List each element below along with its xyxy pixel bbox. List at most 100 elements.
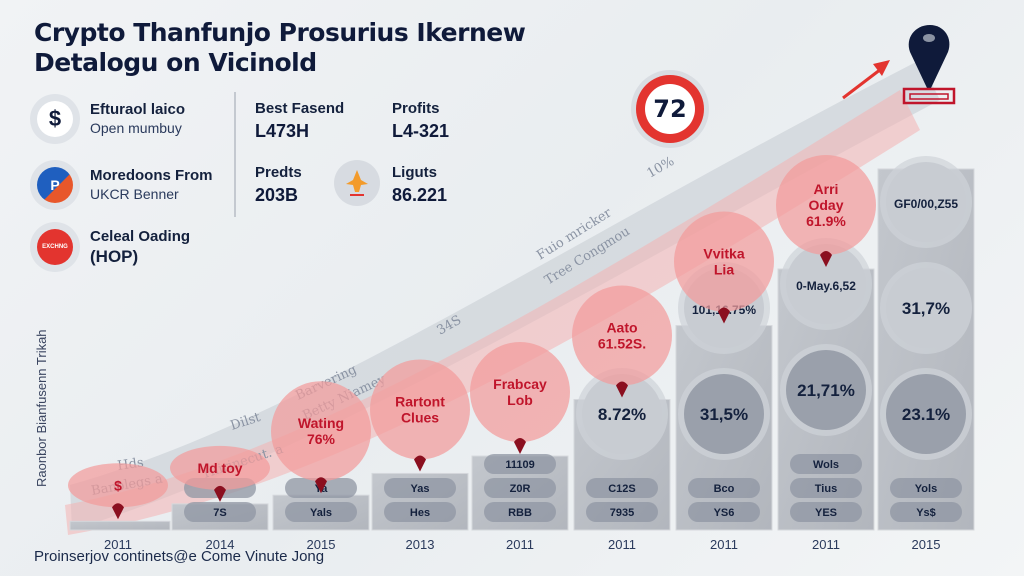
stat-predts: Predts 203B <box>255 164 302 205</box>
dollar-icon: $ <box>30 94 80 144</box>
callout-label: Md toy <box>197 460 242 476</box>
x-tick-label: 2011 <box>506 537 534 552</box>
x-tick-label: 2011 <box>104 537 132 552</box>
bar-pill-label: YS6 <box>714 507 735 519</box>
x-tick-label: 2011 <box>710 537 738 552</box>
callout-label: Frabcay <box>493 376 547 392</box>
callout-circle <box>572 285 672 386</box>
callout-circle <box>271 381 371 482</box>
bar-group: YES Tius Wols 21,71% 0-May.6,52 <box>777 238 875 531</box>
legend-label: Efturaol laico <box>90 101 186 118</box>
bar-pill-label: YES <box>815 507 837 519</box>
bar-pill-label: 7S <box>213 507 226 519</box>
callout-pin-icon <box>616 381 628 398</box>
callout-circle <box>170 445 270 490</box>
legend-sublabel: (HOP) <box>90 246 139 266</box>
bar-pill-label: C12S <box>608 483 636 495</box>
bar-pill-label: Wols <box>813 459 839 471</box>
callout-label: Wating <box>298 415 344 431</box>
stat-best-fasend: Best Fasend L473H <box>255 100 345 141</box>
bar-pill <box>688 478 760 498</box>
callout-bubble: $ <box>68 463 168 520</box>
stat-profits: Profits L4-321 <box>392 100 450 141</box>
callout-circle <box>776 155 876 255</box>
bar-pill-label: Bco <box>714 483 735 495</box>
bar-group <box>69 520 171 531</box>
bar-circle-label: 21,71% <box>797 381 855 400</box>
bar-circle <box>886 268 966 348</box>
callout-pin-icon <box>214 485 226 502</box>
bar-pill <box>484 502 556 522</box>
rocket-icon <box>334 160 380 206</box>
callout-circle <box>470 342 570 443</box>
page-title: Crypto Thanfunjo Prosurius Ikernew Detal… <box>34 18 526 78</box>
callout-label: 61.52S. <box>598 336 646 352</box>
callout-pin-icon <box>414 455 426 472</box>
bar-pill <box>688 502 760 522</box>
bar-pill <box>790 502 862 522</box>
x-tick-label: 2015 <box>912 537 941 552</box>
legend-sublabel: UKCR Benner <box>90 186 179 202</box>
bar-circle-label: 8.72% <box>598 405 646 424</box>
badge-caption: 10% <box>645 154 678 181</box>
callout-label: $ <box>114 477 122 493</box>
bar[interactable] <box>69 520 171 531</box>
callout-pin-icon <box>820 251 832 267</box>
bar-circle <box>886 374 966 454</box>
bar-pill <box>890 502 962 522</box>
bar-pill <box>384 502 456 522</box>
title-line-2: Detalogu on Vicinold <box>34 48 317 77</box>
footer-caption: Proinserjov continets@e Come Vinute Jong <box>34 548 325 565</box>
bar-pill-label: 11109 <box>505 459 534 471</box>
legend-sublabel: Open mumbuy <box>90 120 182 136</box>
score-value: 72 <box>645 84 695 134</box>
bar-pill-label: Yas <box>411 483 430 495</box>
y-axis-label: Raonbor Bianfusenn Trikah <box>34 329 49 487</box>
bar-circle-label: 31,5% <box>700 405 748 424</box>
bar-pill-label: Tius <box>815 483 837 495</box>
callout-label: Lob <box>507 392 533 408</box>
legend-label: Celeal Oading <box>90 227 191 245</box>
bar-group: RBB Z0R 11109 <box>471 454 569 531</box>
callout-label: Lia <box>714 262 734 278</box>
callout-pin-icon <box>718 307 730 324</box>
bar-circle-label: 23.1% <box>902 405 950 424</box>
legend-label: Moredoons From <box>90 167 213 184</box>
callout-label: 61.9% <box>806 213 846 229</box>
bar-pill-label: Z0R <box>510 483 531 495</box>
callout-circle <box>674 211 774 312</box>
title-line-1: Crypto Thanfunjo Prosurius Ikernew <box>34 18 526 47</box>
bar-pill <box>790 478 862 498</box>
legend-item-2[interactable]: P Moredoons From UKCR Benner <box>30 160 213 210</box>
bar-pill <box>586 502 658 522</box>
x-tick-label: 2011 <box>812 537 840 552</box>
bar-group: 7935 C12S 8.72% <box>573 368 671 531</box>
bar-pill-label: Yols <box>915 483 937 495</box>
bar-circle <box>786 350 866 430</box>
bar-circle <box>886 162 966 242</box>
bar-group: Ys$ Yols 23.1% 31,7% GF0/00,Z55 <box>877 156 975 531</box>
bar-circle <box>786 244 866 324</box>
x-tick-label: 2014 <box>206 537 235 552</box>
callout-label: 76% <box>307 431 336 447</box>
callout-label: Clues <box>401 409 439 425</box>
bar-pill <box>384 478 456 498</box>
bar-pill-label: 7935 <box>610 507 634 519</box>
callout-label: Rartont <box>395 393 445 409</box>
legend-item-1[interactable]: $ Efturaol laico Open mumbuy <box>30 94 185 144</box>
bar-circle-label: 0-May.6,52 <box>796 279 856 293</box>
callout-bubble: Md toy <box>170 445 270 502</box>
callout-pin-icon <box>315 477 327 494</box>
divider <box>234 92 236 217</box>
payment-icon: P <box>30 160 80 210</box>
legend-item-3[interactable]: EXCHNG Celeal Oading (HOP) <box>30 222 190 272</box>
bar-pill-label: Hes <box>410 507 430 519</box>
map-pin-icon <box>902 25 956 105</box>
